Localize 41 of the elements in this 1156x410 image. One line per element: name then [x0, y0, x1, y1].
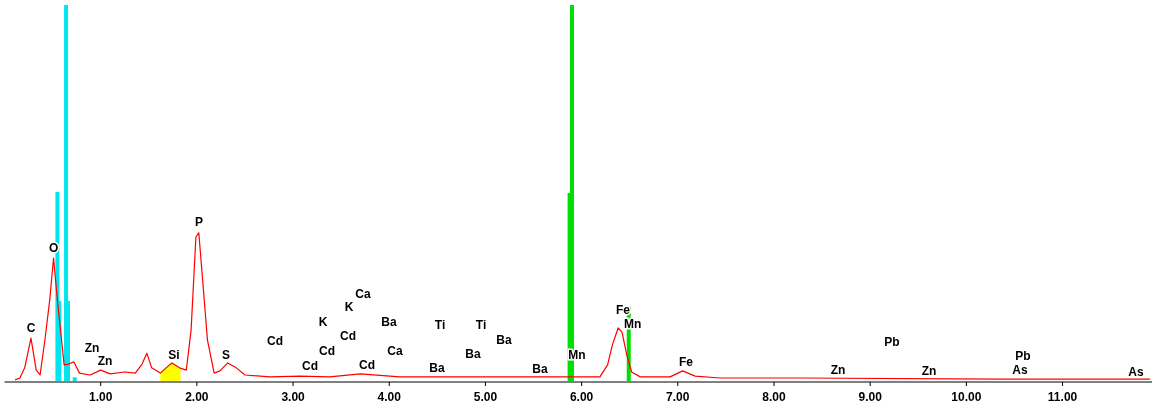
- x-tick-label: 5.00: [473, 390, 498, 404]
- annotation: Ba: [381, 315, 397, 330]
- x-tick-label: 2.00: [185, 390, 209, 404]
- annotation: Pb: [1015, 349, 1031, 364]
- x-tick-label: 10.00: [951, 390, 982, 404]
- x-tick-label: 9.00: [858, 390, 883, 404]
- x-tick-label: 4.00: [377, 390, 402, 404]
- x-tick-label: 3.00: [281, 390, 306, 404]
- annotation: P: [194, 215, 204, 230]
- annotation: Zn: [84, 341, 100, 356]
- annotation: As: [1012, 363, 1028, 378]
- annotation: Ba: [465, 347, 481, 362]
- annotation: Si: [168, 348, 180, 363]
- annotation: As: [1128, 365, 1144, 380]
- annotation: K: [344, 300, 354, 315]
- annotation: Fe: [678, 355, 694, 370]
- annotation: Cd: [340, 329, 356, 344]
- x-tick-label: 11.00: [1047, 390, 1078, 404]
- annotation: S: [221, 348, 231, 363]
- annotation: Cd: [359, 358, 375, 373]
- annotation: Ti: [475, 318, 487, 333]
- annotation: C: [26, 321, 36, 336]
- annotation: Ba: [429, 361, 445, 376]
- annotation: Cd: [267, 334, 283, 349]
- annotation: Ti: [434, 318, 446, 333]
- annotation: Zn: [921, 364, 937, 379]
- annotation: Zn: [830, 363, 846, 378]
- annotation: Ba: [496, 333, 512, 348]
- annotation: Zn: [97, 354, 113, 369]
- bar: [72, 377, 77, 381]
- x-tick-label: 6.00: [569, 390, 594, 404]
- annotation: Ba: [532, 362, 548, 377]
- annotation: Ca: [355, 287, 371, 302]
- x-tick-label: 7.00: [666, 390, 690, 404]
- annotation: Cd: [319, 344, 335, 359]
- annotation: Pb: [884, 335, 900, 350]
- annotation: K: [318, 315, 328, 330]
- x-tick-label: 1.00: [89, 390, 113, 404]
- annotation: Cd: [302, 359, 318, 374]
- annotation: Ca: [387, 344, 403, 359]
- x-tick-label: 8.00: [762, 390, 786, 404]
